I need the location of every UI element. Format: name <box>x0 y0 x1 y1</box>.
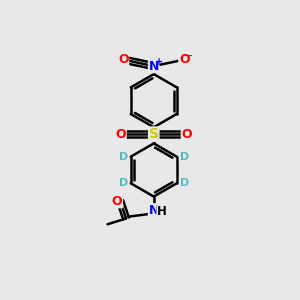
Text: O: O <box>118 53 129 66</box>
Text: S: S <box>149 127 159 141</box>
Text: O: O <box>112 195 122 208</box>
Text: +: + <box>155 57 164 67</box>
Text: D: D <box>179 152 189 162</box>
Text: N: N <box>148 204 159 217</box>
Text: D: D <box>119 152 128 162</box>
Text: D: D <box>119 178 128 188</box>
Text: N: N <box>148 59 159 73</box>
Text: O: O <box>179 53 190 66</box>
Text: O: O <box>182 128 192 141</box>
Text: D: D <box>179 178 189 188</box>
Text: O: O <box>116 128 126 141</box>
Text: H: H <box>157 205 167 218</box>
Text: −: − <box>184 51 194 61</box>
